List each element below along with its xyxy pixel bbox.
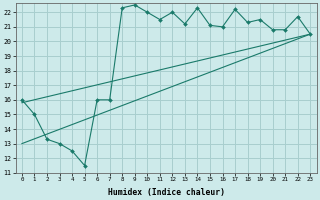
- X-axis label: Humidex (Indice chaleur): Humidex (Indice chaleur): [108, 188, 225, 197]
